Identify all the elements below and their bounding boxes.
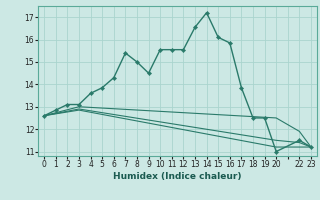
- X-axis label: Humidex (Indice chaleur): Humidex (Indice chaleur): [113, 172, 242, 181]
